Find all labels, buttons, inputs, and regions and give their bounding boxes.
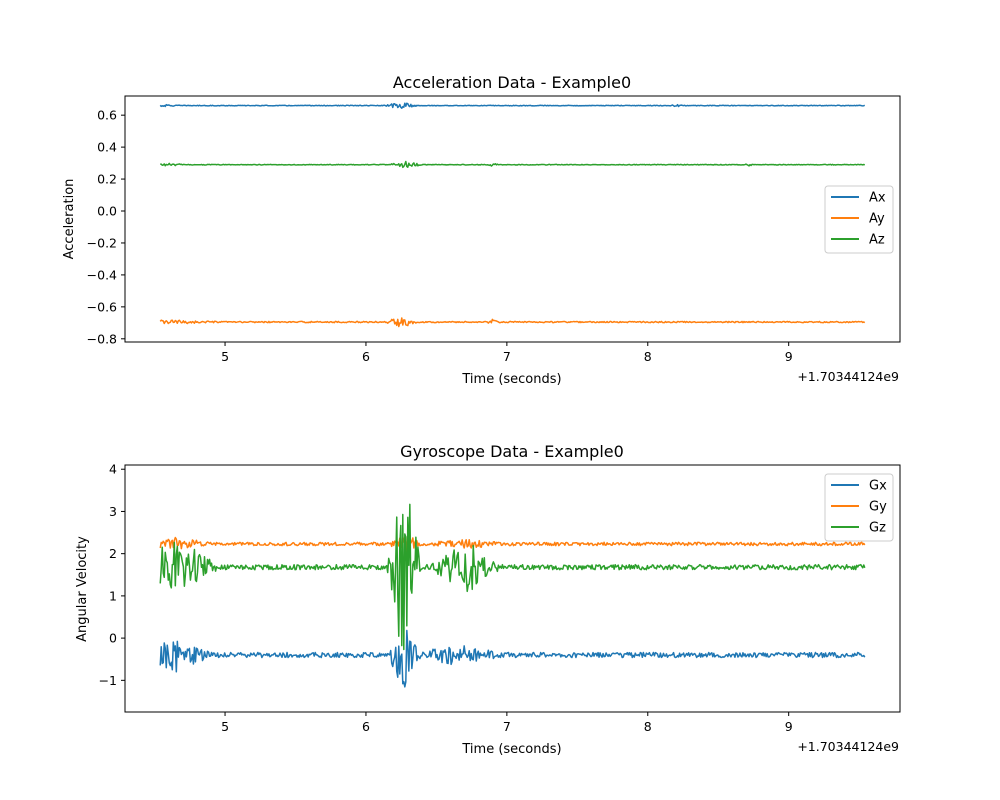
x-tick-label: 8 — [644, 719, 652, 734]
y-tick-label: 0.4 — [97, 140, 117, 155]
legend: Gx Gy Gz — [824, 473, 894, 542]
y-axis-label: Acceleration — [62, 179, 77, 260]
series-line-ax — [159, 102, 866, 109]
x-tick-label: 6 — [362, 719, 370, 734]
legend: Ax Ay Az — [824, 185, 894, 254]
y-tick-label: −0.6 — [87, 299, 117, 314]
x-tick-label: 8 — [644, 349, 652, 364]
y-tick-label: 1 — [109, 588, 117, 603]
x-axis-label: Time (seconds) — [461, 742, 561, 757]
x-offset-label: +1.70344124e9 — [797, 739, 899, 754]
y-tick-label: 0.6 — [97, 108, 117, 123]
series-line-gx — [159, 629, 866, 688]
y-tick-label: −0.8 — [87, 331, 117, 346]
x-tick-label: 5 — [221, 349, 229, 364]
x-tick-label: 9 — [785, 719, 793, 734]
legend-box — [824, 473, 894, 542]
x-axis: 5 6 7 8 9 — [221, 342, 793, 364]
y-tick-label: −0.4 — [87, 267, 117, 282]
x-axis: 5 6 7 8 9 — [221, 712, 793, 734]
y-tick-label: −1 — [99, 673, 117, 688]
legend-label: Gy — [869, 500, 887, 515]
plot-area — [159, 102, 866, 328]
y-tick-label: 0.0 — [97, 204, 117, 219]
x-axis-label: Time (seconds) — [461, 372, 561, 387]
legend-box — [824, 185, 894, 254]
y-axis-label: Angular Velocity — [75, 536, 90, 642]
axes-frame — [124, 95, 901, 343]
x-tick-label: 7 — [503, 349, 511, 364]
y-tick-label: 3 — [109, 504, 117, 519]
y-axis: 0.6 0.4 0.2 0.0 −0.2 −0.4 −0.6 −0.8 — [87, 108, 125, 346]
x-tick-label: 6 — [362, 349, 370, 364]
x-offset-label: +1.70344124e9 — [797, 369, 899, 384]
series-line-az — [160, 160, 866, 169]
y-tick-label: 4 — [109, 462, 117, 477]
series-line-gz — [159, 503, 866, 651]
y-tick-label: 0.2 — [97, 172, 117, 187]
chart-title: Gyroscope Data - Example0 — [400, 442, 624, 461]
series-line-ay — [159, 317, 866, 328]
y-axis: 4 3 2 1 0 −1 — [99, 462, 125, 688]
y-tick-label: −0.2 — [87, 235, 117, 250]
axes-frame — [124, 464, 901, 713]
legend-label: Az — [869, 233, 885, 248]
x-tick-label: 9 — [785, 349, 793, 364]
chart-title: Acceleration Data - Example0 — [393, 73, 631, 92]
series-line-gy — [159, 535, 866, 554]
y-tick-label: 2 — [109, 546, 117, 561]
legend-label: Gx — [869, 479, 887, 494]
y-tick-label: 0 — [109, 631, 117, 646]
x-tick-label: 7 — [503, 719, 511, 734]
legend-label: Gz — [869, 521, 886, 536]
plot-area — [159, 503, 866, 688]
legend-label: Ax — [869, 191, 886, 206]
x-tick-label: 5 — [221, 719, 229, 734]
legend-label: Ay — [869, 212, 885, 227]
